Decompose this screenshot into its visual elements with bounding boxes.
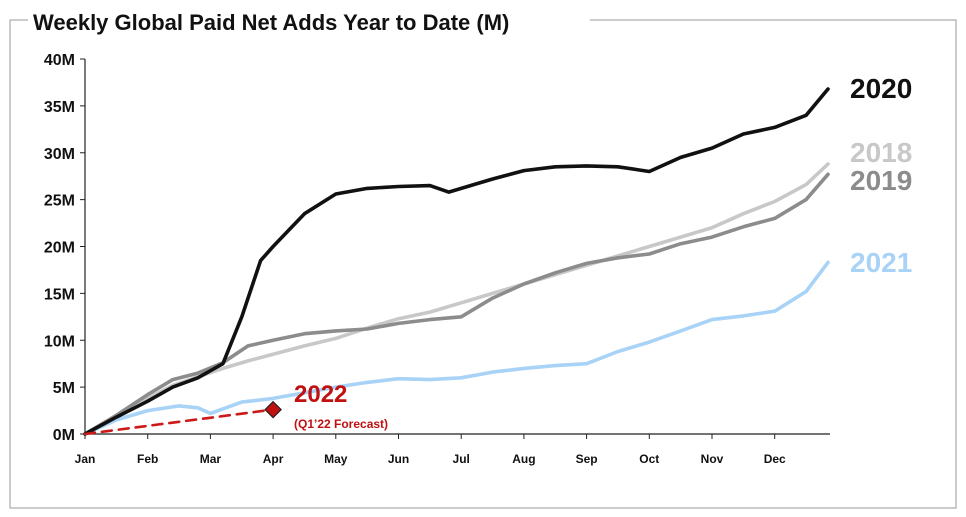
title-background — [28, 4, 590, 38]
y-ticks: 0M 5M 10M 15M 20M 25M 30M 35M 40M — [44, 52, 85, 444]
x-tick-label: Sep — [576, 452, 598, 466]
chart-title: Weekly Global Paid Net Adds Year to Date… — [33, 10, 509, 35]
x-tick-label: Jul — [453, 452, 470, 466]
y-tick-label: 40M — [44, 52, 75, 69]
x-ticks: Jan Feb Mar Apr May Jun Jul Aug Sep Oct Nov Dec — [75, 434, 786, 466]
series-label-2019: 2019 — [850, 165, 912, 196]
series-line-2021 — [83, 260, 830, 436]
x-tick-label: Nov — [701, 452, 724, 466]
series-label-2021: 2021 — [850, 247, 912, 278]
x-tick-label: Mar — [200, 452, 222, 466]
y-tick-label: 0M — [53, 427, 75, 444]
y-tick-label: 30M — [44, 146, 75, 163]
x-tick-label: Aug — [512, 452, 535, 466]
x-tick-label: May — [324, 452, 348, 466]
x-tick-label: Apr — [263, 452, 284, 466]
series-label-2020: 2020 — [850, 73, 912, 104]
x-tick-label: Dec — [764, 452, 786, 466]
y-tick-label: 20M — [44, 240, 75, 257]
x-tick-label: Oct — [639, 452, 659, 466]
y-tick-label: 5M — [53, 380, 75, 397]
series-line-2022 — [83, 408, 275, 436]
x-tick-label: Jun — [388, 452, 409, 466]
series-label-2018: 2018 — [850, 137, 912, 168]
series-lines — [83, 87, 830, 436]
y-tick-label: 10M — [44, 333, 75, 350]
y-tick-label: 25M — [44, 193, 75, 210]
series-line-2020 — [83, 87, 830, 436]
series-line-2018 — [83, 162, 830, 436]
x-tick-label: Feb — [137, 452, 158, 466]
forecast-diamond-marker — [264, 400, 282, 419]
x-tick-label: Jan — [75, 452, 96, 466]
forecast-sublabel: (Q1’22 Forecast) — [294, 417, 388, 431]
forecast-label: 2022 — [294, 381, 347, 408]
chart-border — [9, 19, 957, 509]
forecast-annotation: 2022 (Q1’22 Forecast) — [264, 381, 388, 431]
y-tick-label: 15M — [44, 286, 75, 303]
y-tick-label: 35M — [44, 99, 75, 116]
series-line-2019 — [83, 172, 830, 436]
